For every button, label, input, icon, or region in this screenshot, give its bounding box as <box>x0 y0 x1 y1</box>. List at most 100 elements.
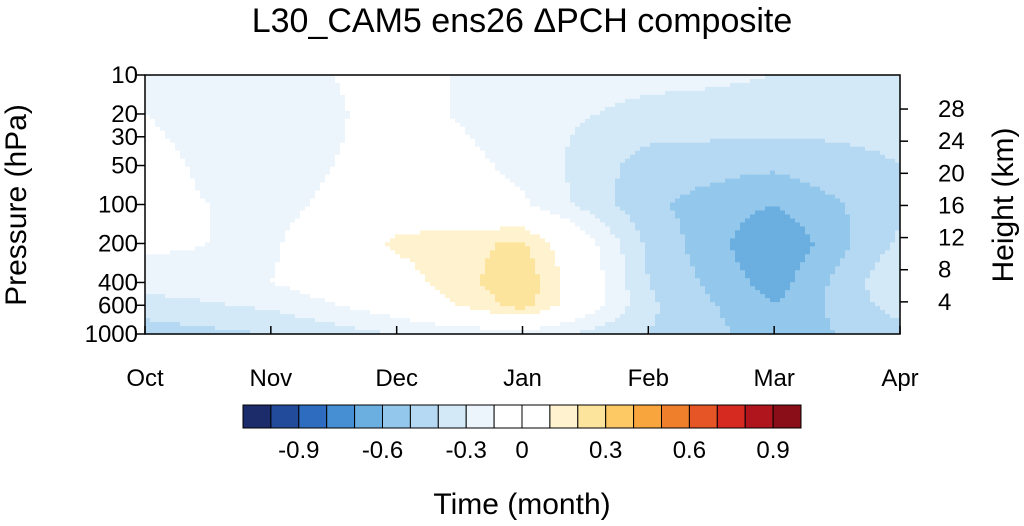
contour-cell <box>580 166 586 172</box>
contour-cell <box>530 75 536 80</box>
contour-cell <box>515 118 521 124</box>
contour-cell <box>860 202 866 208</box>
contour-cell <box>775 186 781 192</box>
contour-cell <box>360 130 366 136</box>
contour-cell <box>180 194 186 200</box>
contour-cell <box>835 190 841 196</box>
contour-cell <box>495 162 501 168</box>
contour-cell <box>555 158 561 164</box>
contour-cell <box>355 102 361 108</box>
contour-cell <box>630 162 636 168</box>
contour-cell <box>355 122 361 128</box>
contour-cell <box>210 78 216 84</box>
contour-cell <box>540 122 546 128</box>
contour-cell <box>540 194 546 200</box>
contour-cell <box>895 142 901 148</box>
contour-cell <box>820 110 826 116</box>
contour-cell <box>540 174 546 180</box>
contour-cell <box>485 194 491 200</box>
contour-cell <box>295 146 301 152</box>
contour-cell <box>260 86 266 92</box>
contour-cell <box>765 106 771 112</box>
contour-cell <box>735 94 741 100</box>
contour-cell <box>755 174 761 180</box>
contour-cell <box>215 94 221 100</box>
contour-cell <box>175 118 181 124</box>
contour-cell <box>720 102 726 108</box>
contour-cell <box>390 170 396 176</box>
contour-cell <box>335 118 341 124</box>
contour-cell <box>420 166 426 172</box>
contour-cell <box>695 166 701 172</box>
contour-cell <box>670 90 676 96</box>
contour-cell <box>150 174 156 180</box>
contour-cell <box>760 90 766 96</box>
contour-cell <box>540 98 546 104</box>
contour-cell <box>385 174 391 180</box>
contour-cell <box>740 110 746 116</box>
contour-cell <box>780 94 786 100</box>
contour-cell <box>215 134 221 140</box>
contour-cell <box>790 102 796 108</box>
contour-cell <box>355 126 361 132</box>
contour-cell <box>740 182 746 188</box>
contour-cell <box>790 86 796 92</box>
contour-cell <box>250 106 256 112</box>
contour-cell <box>825 174 831 180</box>
contour-cell <box>520 94 526 100</box>
contour-cell <box>220 82 226 88</box>
contour-cell <box>505 106 511 112</box>
contour-cell <box>150 94 156 100</box>
contour-cell <box>380 194 386 200</box>
contour-cell <box>280 178 286 184</box>
contour-cell <box>355 98 361 104</box>
contour-cell <box>415 138 421 144</box>
contour-cell <box>250 138 256 144</box>
contour-cell <box>390 138 396 144</box>
contour-cell <box>645 126 651 132</box>
contour-cell <box>365 110 371 116</box>
contour-cell <box>335 194 341 200</box>
contour-cell <box>295 202 301 208</box>
contour-cell <box>750 126 756 132</box>
contour-cell <box>150 106 156 112</box>
contour-cell <box>435 110 441 116</box>
contour-cell <box>310 194 316 200</box>
contour-cell <box>780 75 786 80</box>
contour-cell <box>725 78 731 84</box>
contour-cell <box>240 102 246 108</box>
contour-cell <box>500 198 506 204</box>
contour-cell <box>505 122 511 128</box>
contour-cell <box>370 134 376 140</box>
contour-cell <box>625 122 631 128</box>
contour-cell <box>840 114 846 120</box>
contour-cell <box>325 190 331 196</box>
contour-cell <box>555 75 561 80</box>
contour-cell <box>660 182 666 188</box>
contour-cell <box>650 75 656 80</box>
contour-cell <box>715 178 721 184</box>
contour-cell <box>390 182 396 188</box>
contour-cell <box>515 178 521 184</box>
contour-cell <box>680 202 686 208</box>
contour-cell <box>440 170 446 176</box>
contour-cell <box>410 142 416 148</box>
contour-cell <box>455 194 461 200</box>
contour-cell <box>275 186 281 192</box>
contour-cell <box>730 146 736 152</box>
contour-cell <box>790 98 796 104</box>
contour-cell <box>705 202 711 208</box>
contour-cell <box>200 186 206 192</box>
contour-cell <box>875 178 881 184</box>
contour-cell <box>300 146 306 152</box>
contour-cell <box>160 86 166 92</box>
contour-cell <box>325 154 331 160</box>
contour-cell <box>365 170 371 176</box>
contour-cell <box>550 182 556 188</box>
contour-cell <box>280 122 286 128</box>
contour-cell <box>230 202 236 208</box>
contour-cell <box>560 158 566 164</box>
contour-cell <box>730 174 736 180</box>
contour-cell <box>890 98 896 104</box>
contour-cell <box>170 122 176 128</box>
